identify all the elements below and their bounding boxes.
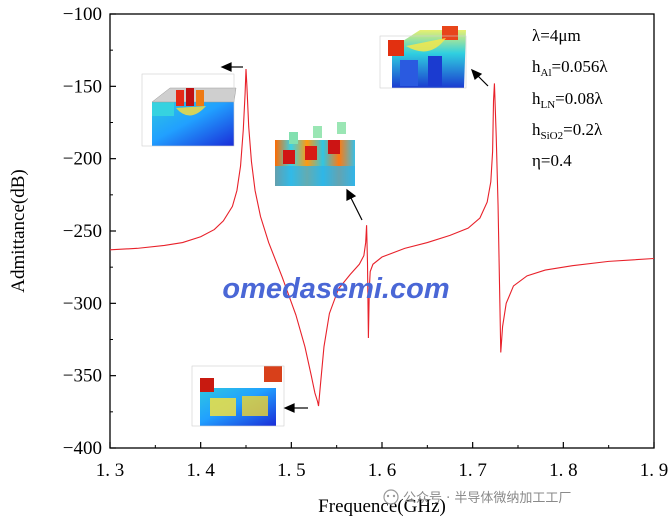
pointer-arrows xyxy=(220,62,489,413)
svg-text:公众号 · 半导体微纳加工工厂: 公众号 · 半导体微纳加工工厂 xyxy=(403,491,571,506)
y-tick-label: −350 xyxy=(63,366,102,387)
wechat-icon xyxy=(383,489,399,505)
x-tick-label: 1. 5 xyxy=(277,460,306,481)
y-tick-label: −300 xyxy=(63,293,102,314)
y-tick-label: −200 xyxy=(63,149,102,170)
x-tick-label: 1. 6 xyxy=(368,460,397,481)
watermark-text: omedasemi.com xyxy=(222,273,449,305)
x-tick-label: 1. 9 xyxy=(640,460,669,481)
y-tick-label: −100 xyxy=(63,4,102,25)
mode-shape-inset-2 xyxy=(275,122,355,186)
param-lambda: λ=4μm xyxy=(532,26,581,45)
plot-frame xyxy=(109,13,655,449)
mode-shape-inset-3 xyxy=(379,26,467,89)
x-tick-label: 1. 3 xyxy=(96,460,125,481)
param-h-al: hAl=0.056λ xyxy=(532,57,608,79)
x-tick-label: 1. 4 xyxy=(186,460,215,481)
admittance-series-line xyxy=(109,68,655,407)
x-tick-label: 1. 7 xyxy=(458,460,487,481)
y-axis-title: Admittance(dB) xyxy=(8,169,29,292)
x-axis: 1. 3 1. 4 1. 5 1. 6 1. 7 1. 8 1. 9 xyxy=(96,442,669,481)
param-h-ln: hLN=0.08λ xyxy=(532,89,604,111)
source-caption: 公众号 · 半导体微纳加工工厂 xyxy=(383,489,571,506)
param-h-sio2: hSiO2=0.2λ xyxy=(532,120,603,142)
mode-shape-inset-1 xyxy=(141,73,237,147)
parameter-annotations: λ=4μm hAl=0.056λ hLN=0.08λ hSiO2=0.2λ η=… xyxy=(532,26,608,170)
mode-shape-inset-4 xyxy=(191,365,285,427)
y-axis: −100 −150 −200 −250 −300 −350 −400 xyxy=(63,4,116,459)
param-eta: η=0.4 xyxy=(532,151,572,170)
y-tick-label: −150 xyxy=(63,76,102,97)
x-tick-label: 1. 8 xyxy=(549,460,578,481)
y-tick-label: −400 xyxy=(63,438,102,459)
y-tick-label: −250 xyxy=(63,221,102,242)
x-axis-title: Frequence(GHz) xyxy=(318,496,446,517)
